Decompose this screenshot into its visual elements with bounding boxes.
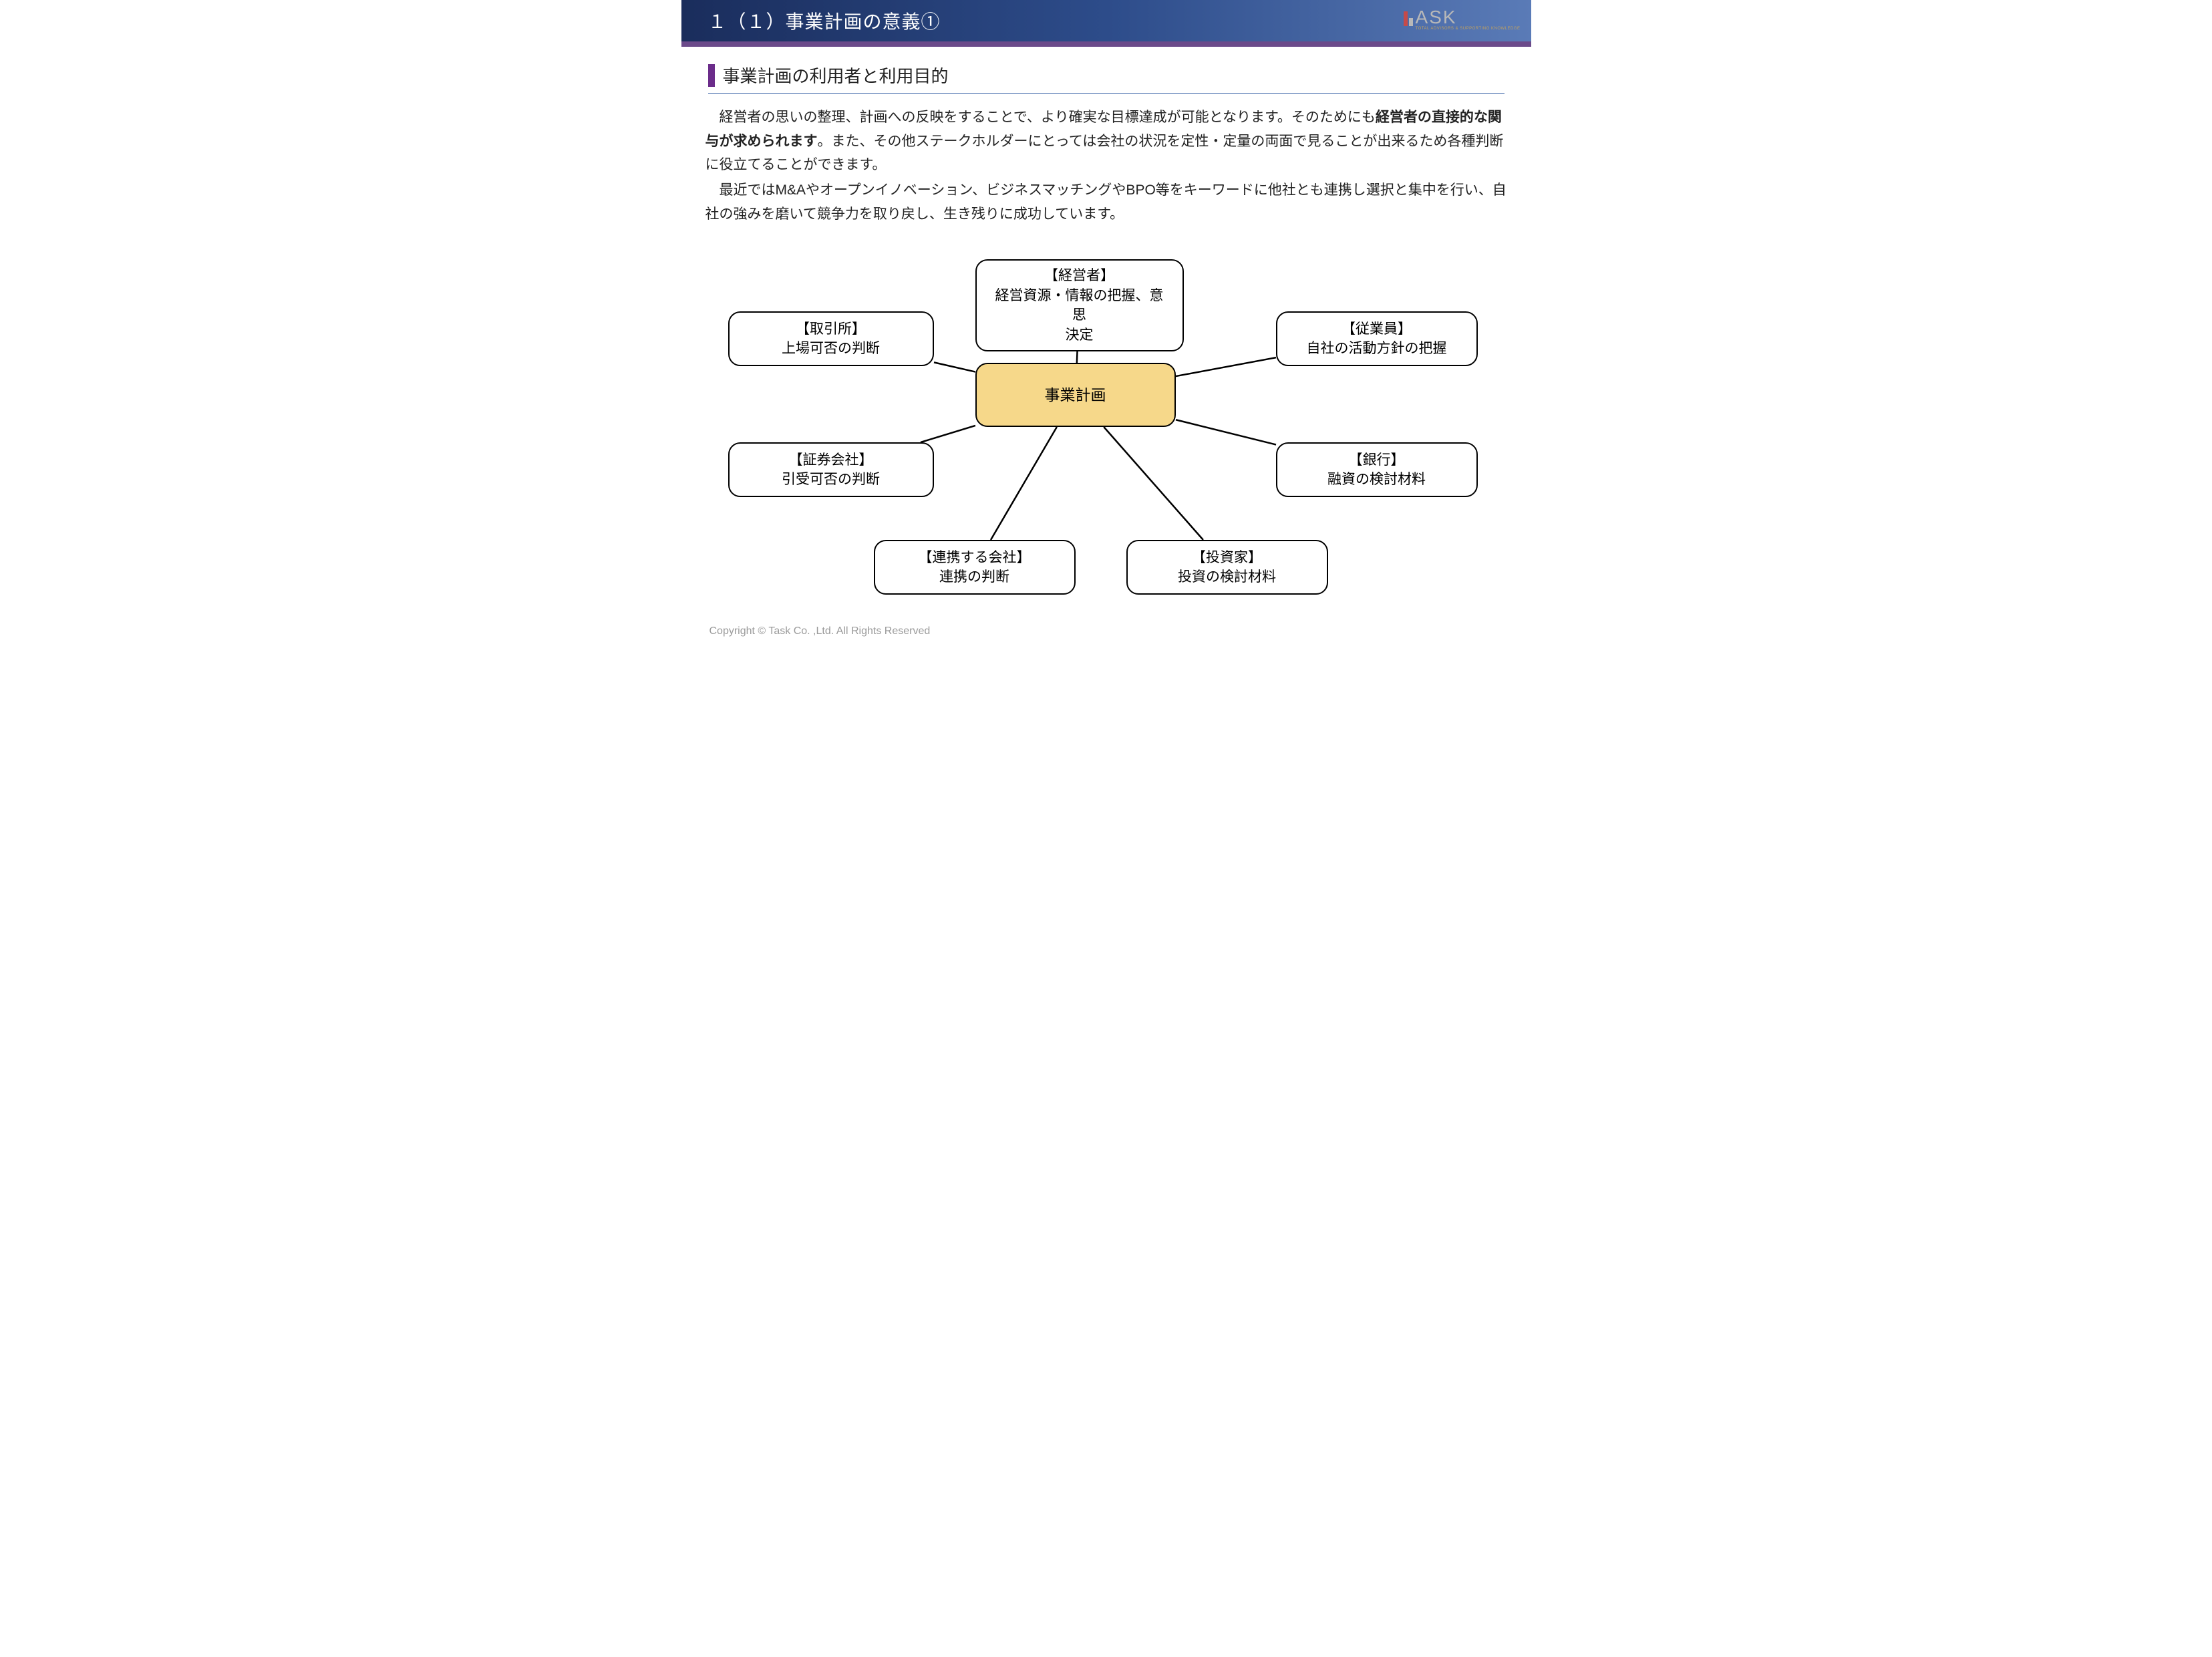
diagram-node-employee-line1: 【従業員】 (1341, 319, 1412, 339)
diagram-node-center-line1: 事業計画 (1045, 384, 1106, 406)
copyright-text: Copyright © Task Co. ,Ltd. All Rights Re… (709, 625, 1531, 637)
diagram-node-exchange-line1: 【取引所】 (796, 319, 866, 339)
company-logo: ASK TOTAL ADVISORS & SUPPORTING KNOWLEDG… (1404, 7, 1521, 31)
diagram-node-partner-line2: 連携の判断 (939, 567, 1009, 587)
diagram-node-bank-line1: 【銀行】 (1349, 450, 1405, 470)
diagram-node-exchange-line2: 上場可否の判断 (782, 339, 880, 358)
diagram-edge-center-securities (920, 426, 975, 442)
stakeholder-diagram: 事業計画【経営者】経営資源・情報の把握、意思決定【取引所】上場可否の判断【証券会… (708, 246, 1505, 620)
diagram-node-investor: 【投資家】投資の検討材料 (1126, 540, 1328, 595)
logo-text: ASK (1416, 7, 1521, 28)
diagram-node-exchange: 【取引所】上場可否の判断 (728, 311, 934, 366)
body-p1-span-a: 経営者の思いの整理、計画への反映をすることで、より確実な目標達成が可能となります… (720, 110, 1376, 125)
diagram-node-mgmt: 【経営者】経営資源・情報の把握、意思決定 (975, 259, 1184, 351)
body-paragraph-2: 最近ではM&Aやオープンイノベーション、ビジネスマッチングやBPO等をキーワード… (705, 178, 1507, 226)
diagram-node-center: 事業計画 (975, 363, 1176, 427)
diagram-edge-center-bank (1176, 420, 1276, 445)
diagram-node-investor-line1: 【投資家】 (1192, 548, 1262, 567)
diagram-node-securities: 【証券会社】引受可否の判断 (728, 442, 934, 497)
body-text: 経営者の思いの整理、計画への反映をすることで、より確実な目標達成が可能となります… (705, 106, 1507, 226)
diagram-edge-center-employee (1176, 358, 1276, 377)
diagram-edge-center-partner (990, 427, 1056, 540)
diagram-node-securities-line1: 【証券会社】 (789, 450, 873, 470)
logo-icon (1404, 11, 1413, 26)
body-p1-span-c: 。また、その他ステークホルダーにとっては会社の状況を定性・定量の両面で見ることが… (705, 134, 1504, 173)
diagram-edge-center-investor (1104, 427, 1203, 540)
diagram-node-bank-line2: 融資の検討材料 (1327, 470, 1426, 489)
diagram-node-mgmt-line2: 経営資源・情報の把握、意思 (993, 286, 1166, 325)
diagram-node-mgmt-line3: 決定 (1066, 325, 1094, 345)
diagram-node-employee-line2: 自社の活動方針の把握 (1307, 339, 1447, 358)
diagram-node-partner: 【連携する会社】連携の判断 (874, 540, 1076, 595)
diagram-node-mgmt-line1: 【経営者】 (1044, 266, 1114, 285)
header-accent-bar (681, 41, 1531, 47)
diagram-node-investor-line2: 投資の検討材料 (1178, 567, 1276, 587)
slide-title: １（１）事業計画の意義① (708, 7, 941, 34)
subheader-title: 事業計画の利用者と利用目的 (723, 63, 949, 88)
diagram-node-securities-line2: 引受可否の判断 (782, 470, 880, 489)
slide-header: １（１）事業計画の意義① ASK TOTAL ADVISORS & SUPPOR… (681, 0, 1531, 41)
diagram-node-bank: 【銀行】融資の検討材料 (1276, 442, 1478, 497)
subheader: 事業計画の利用者と利用目的 (708, 63, 1505, 94)
logo-subtext: TOTAL ADVISORS & SUPPORTING KNOWLEDGE (1416, 27, 1521, 31)
diagram-node-partner-line1: 【連携する会社】 (919, 548, 1031, 567)
subheader-accent-bar (708, 64, 715, 87)
diagram-edge-center-exchange (934, 363, 975, 372)
body-paragraph-1: 経営者の思いの整理、計画への反映をすることで、より確実な目標達成が可能となります… (705, 106, 1507, 177)
diagram-node-employee: 【従業員】自社の活動方針の把握 (1276, 311, 1478, 366)
